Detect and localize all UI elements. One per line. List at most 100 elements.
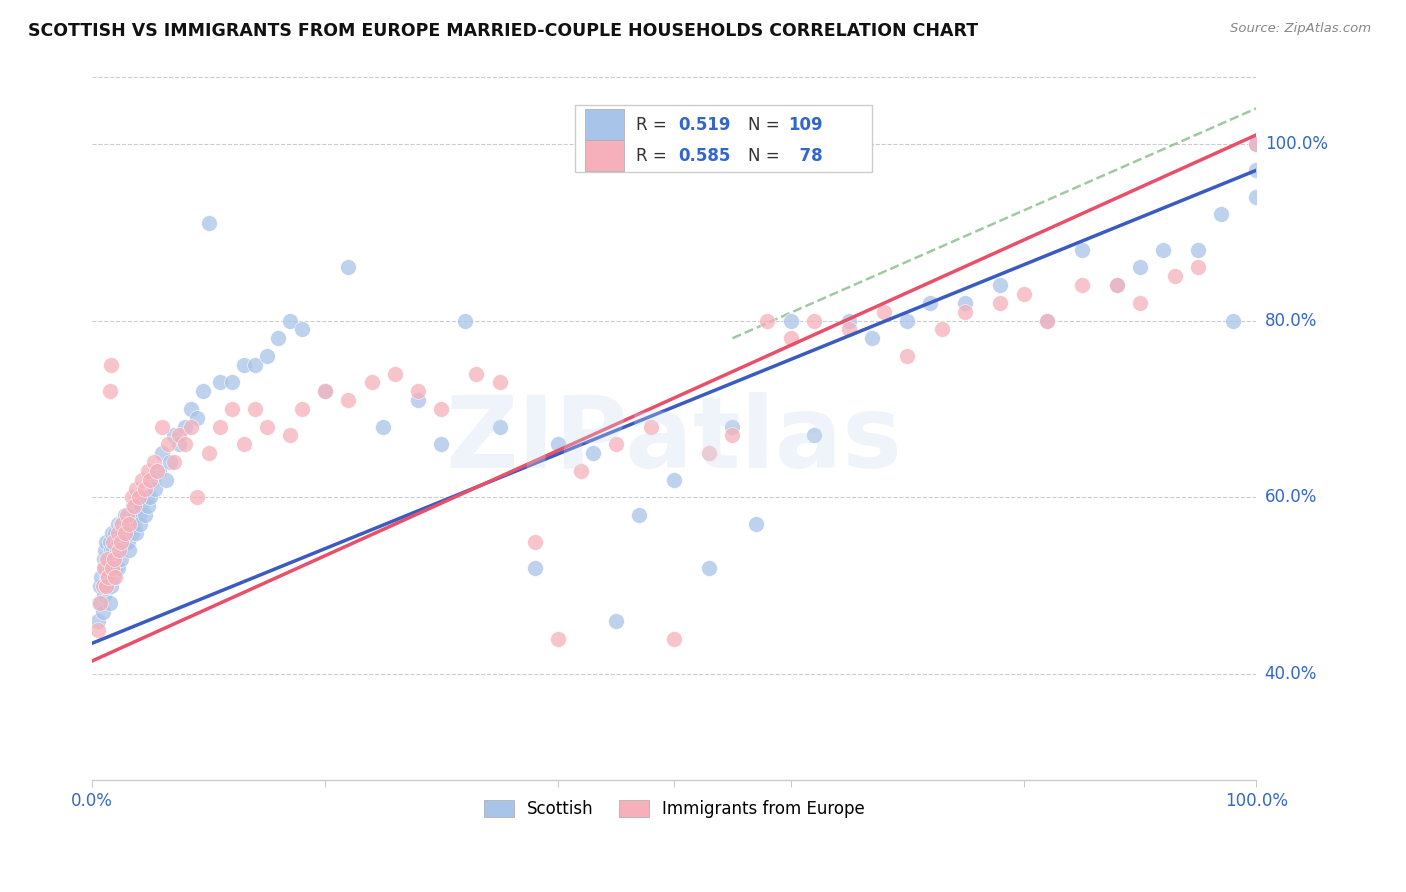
Point (169, 428, 191, 442)
Point (243, 358, 266, 372)
Point (430, 437, 453, 451)
Point (101, 534, 124, 549)
Point (256, 349, 278, 363)
Point (896, 349, 918, 363)
Point (373, 419, 395, 434)
Point (98, 384, 121, 399)
Point (156, 437, 179, 451)
Point (118, 516, 141, 531)
Point (1070, 243, 1092, 257)
Point (155, 473, 177, 487)
Point (148, 464, 170, 478)
Point (931, 322, 953, 336)
Text: SCOTTISH VS IMMIGRANTS FROM EUROPE MARRIED-COUPLE HOUSEHOLDS CORRELATION CHART: SCOTTISH VS IMMIGRANTS FROM EUROPE MARRI… (28, 22, 979, 40)
Point (103, 552, 125, 566)
Text: N =: N = (748, 116, 785, 134)
Point (232, 358, 254, 372)
Point (664, 632, 686, 646)
Point (291, 401, 314, 416)
Point (1129, 260, 1152, 275)
Point (1246, 136, 1268, 151)
Point (337, 393, 360, 408)
Point (122, 516, 145, 531)
Point (838, 322, 860, 336)
Point (838, 313, 860, 327)
Point (101, 561, 124, 575)
Point (120, 516, 142, 531)
Point (169, 437, 191, 451)
Point (101, 543, 124, 558)
Point (146, 464, 169, 478)
Point (122, 500, 145, 514)
Point (121, 525, 143, 540)
Point (488, 419, 510, 434)
Point (721, 428, 744, 442)
Point (547, 632, 569, 646)
Point (721, 419, 744, 434)
Point (488, 376, 510, 390)
Point (90, 570, 112, 584)
Point (1187, 260, 1209, 275)
Point (100, 579, 122, 593)
Point (94, 534, 117, 549)
Text: 40.0%: 40.0% (1265, 665, 1317, 683)
Point (97, 570, 120, 584)
Point (291, 322, 314, 336)
Point (314, 384, 336, 399)
Point (779, 313, 801, 327)
Point (186, 410, 208, 425)
Point (803, 313, 825, 327)
Point (142, 455, 165, 469)
Point (110, 516, 132, 531)
Point (124, 508, 146, 522)
Point (96, 570, 118, 584)
Point (267, 331, 290, 345)
Point (197, 446, 219, 460)
Point (87, 623, 110, 637)
Point (860, 331, 883, 345)
Point (114, 525, 136, 540)
Point (115, 516, 138, 531)
Point (278, 313, 301, 327)
Point (101, 525, 124, 540)
Point (174, 419, 197, 434)
Point (920, 296, 942, 310)
Point (125, 482, 148, 496)
Point (988, 278, 1011, 293)
Point (108, 543, 131, 558)
Point (873, 304, 896, 318)
Text: Source: ZipAtlas.com: Source: ZipAtlas.com (1230, 22, 1371, 36)
Point (91, 605, 114, 619)
Point (406, 393, 429, 408)
Point (256, 419, 278, 434)
Point (523, 534, 546, 549)
FancyBboxPatch shape (575, 104, 872, 172)
Point (143, 482, 166, 496)
Point (104, 525, 127, 540)
Point (628, 508, 651, 522)
Point (108, 543, 131, 558)
Point (640, 419, 662, 434)
Point (1152, 243, 1174, 257)
FancyBboxPatch shape (585, 109, 624, 140)
Point (384, 367, 406, 381)
Point (89, 597, 111, 611)
Point (186, 491, 208, 505)
Point (131, 473, 153, 487)
Point (955, 304, 977, 318)
Point (142, 473, 165, 487)
Point (159, 455, 181, 469)
Point (98, 561, 121, 575)
Point (98, 597, 121, 611)
Point (337, 260, 360, 275)
Point (129, 516, 152, 531)
Point (360, 376, 382, 390)
Point (94, 579, 117, 593)
Text: 78: 78 (789, 147, 823, 165)
Point (454, 313, 477, 327)
Point (128, 491, 150, 505)
Point (93, 588, 115, 602)
Point (134, 482, 156, 496)
Point (107, 525, 129, 540)
Point (697, 561, 720, 575)
